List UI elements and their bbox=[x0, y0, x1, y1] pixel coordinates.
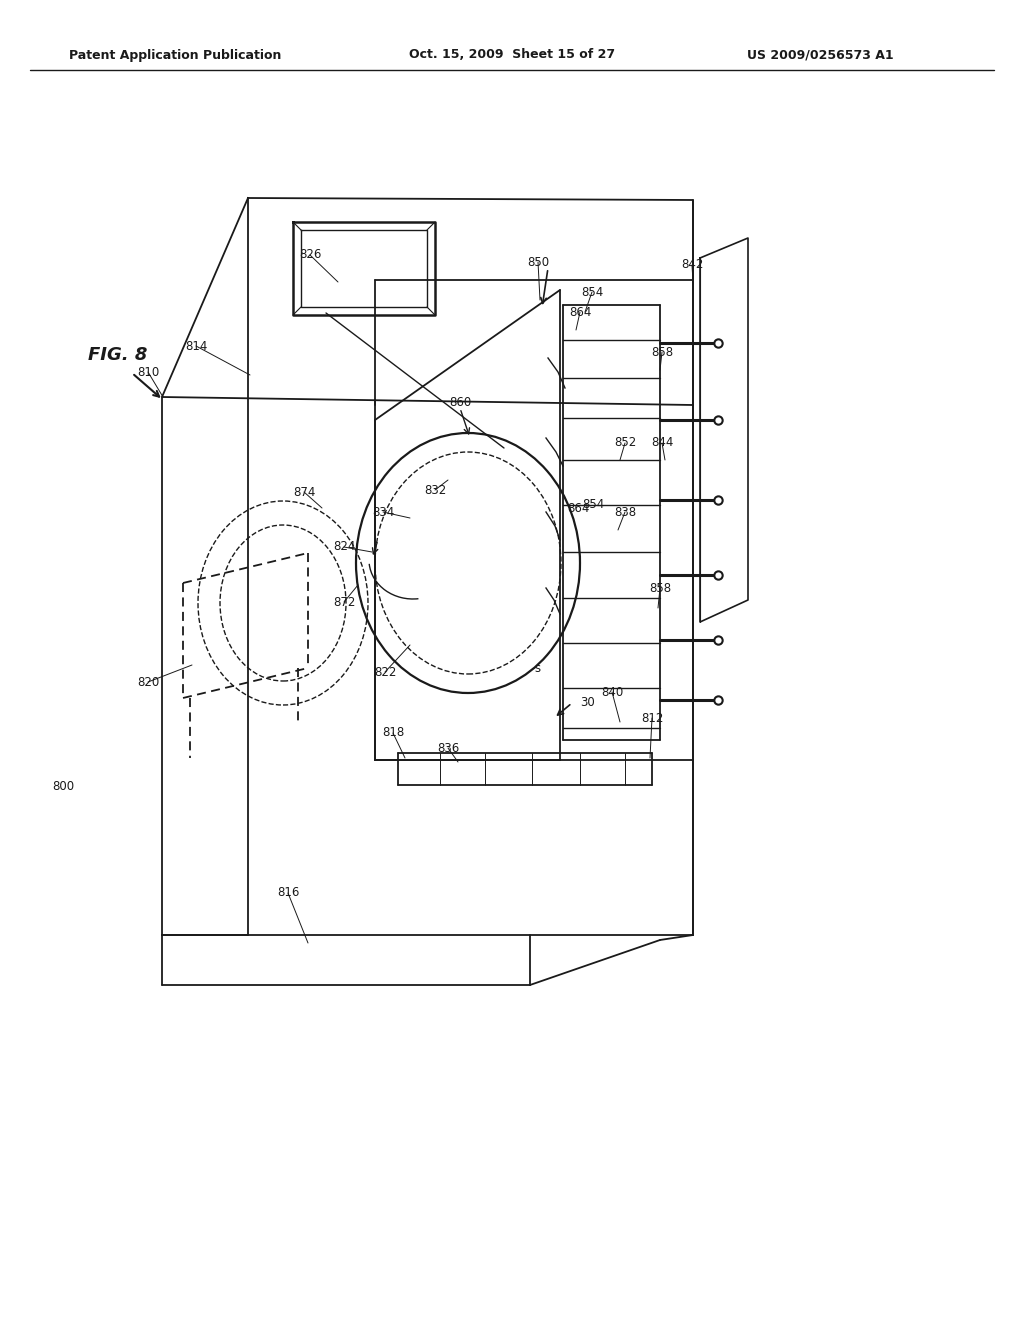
Text: 858: 858 bbox=[649, 582, 671, 594]
Text: 872: 872 bbox=[333, 595, 355, 609]
Text: 864: 864 bbox=[568, 305, 591, 318]
Text: 818: 818 bbox=[382, 726, 404, 739]
Text: 832: 832 bbox=[424, 483, 446, 496]
Text: 800: 800 bbox=[52, 780, 74, 793]
Text: Patent Application Publication: Patent Application Publication bbox=[69, 49, 282, 62]
Text: 822: 822 bbox=[374, 665, 396, 678]
Text: 812: 812 bbox=[641, 711, 664, 725]
Text: 850: 850 bbox=[527, 256, 549, 268]
Text: s: s bbox=[534, 661, 540, 675]
Text: 854: 854 bbox=[582, 499, 604, 511]
Text: FIG. 8: FIG. 8 bbox=[88, 346, 147, 364]
Text: 30: 30 bbox=[581, 696, 595, 709]
Text: 858: 858 bbox=[651, 346, 673, 359]
Text: Oct. 15, 2009  Sheet 15 of 27: Oct. 15, 2009 Sheet 15 of 27 bbox=[409, 49, 615, 62]
Text: 844: 844 bbox=[651, 437, 673, 450]
Text: US 2009/0256573 A1: US 2009/0256573 A1 bbox=[746, 49, 893, 62]
Text: 842: 842 bbox=[681, 259, 703, 272]
Text: 854: 854 bbox=[581, 285, 603, 298]
Text: 814: 814 bbox=[184, 339, 207, 352]
Text: 834: 834 bbox=[372, 506, 394, 519]
Text: 810: 810 bbox=[137, 366, 159, 379]
Text: 864: 864 bbox=[567, 502, 589, 515]
Text: 840: 840 bbox=[601, 685, 624, 698]
Text: 824: 824 bbox=[333, 540, 355, 553]
Text: 820: 820 bbox=[137, 676, 159, 689]
Text: 874: 874 bbox=[293, 486, 315, 499]
Text: 826: 826 bbox=[299, 248, 322, 261]
Text: 860: 860 bbox=[449, 396, 471, 408]
Text: 838: 838 bbox=[614, 506, 636, 519]
Text: 816: 816 bbox=[276, 887, 299, 899]
Text: 852: 852 bbox=[613, 437, 636, 450]
Text: 836: 836 bbox=[437, 742, 459, 755]
